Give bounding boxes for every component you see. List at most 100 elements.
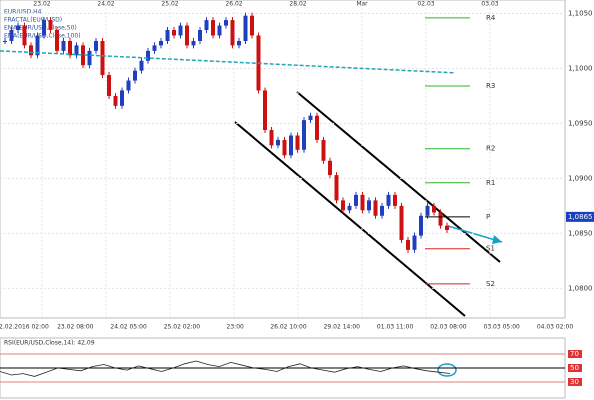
candle [9,29,14,41]
candle [386,194,391,206]
pivot-label: R1 [486,179,495,187]
candle [3,40,7,42]
candle [282,139,287,156]
legend-text: EMA(EUR/USD,Close,50) [4,25,77,32]
x-tick-label: 23.02 08:00 [57,324,94,331]
rsi-tick-box [568,350,582,359]
candle [55,29,59,51]
rsi-tick-label: 70 [570,350,579,358]
candle [445,225,449,231]
rsi-tick-box [568,364,582,372]
y-tick-label: 1,0800 [568,284,593,292]
candle [61,40,66,51]
candle [302,120,306,150]
candle [237,40,241,46]
candle [22,25,27,46]
last-price: 1,0865 [568,213,593,221]
pivot-label: P [486,213,490,221]
top-label: 26.02 [225,1,242,8]
candle [87,50,92,66]
candle [48,20,53,30]
pivot-label: S1 [486,245,495,253]
candle [29,45,33,56]
x-tick-label: 01.03 11:00 [377,324,414,331]
candle [139,60,144,71]
top-label: 25.02 [161,1,178,8]
candle [393,194,397,206]
rsi-tick-box [568,377,582,386]
candle [354,194,358,206]
legend-text: EUR/USD,H4 [4,9,42,16]
candle [185,25,189,46]
candle [334,175,339,201]
rsi-tick-label: 30 [570,378,579,386]
candle [269,130,274,146]
candle [126,80,131,91]
pivot-label: R2 [486,145,495,153]
candle [68,40,72,56]
candle [360,194,365,211]
candle [152,45,157,51]
y-tick-label: 1,0850 [568,229,593,237]
x-tick-label: 02.03 08:00 [430,324,467,331]
candle [263,90,267,131]
rsi-tick-label: 50 [570,364,579,372]
rsi-title: RSI(EUR/USD,Close,14): 42,09 [4,340,95,347]
top-label: 02.03 [417,1,434,8]
candle [94,40,98,51]
y-tick-label: 1,1000 [568,64,593,72]
candle [198,29,202,41]
x-tick-label: 26.02 10:00 [270,324,307,331]
candle [42,20,46,36]
candle [113,95,118,106]
candle [204,20,209,30]
candle [295,135,300,150]
x-tick-label: 03.03 05:00 [484,324,521,331]
x-tick-label: 24.02 05:00 [110,324,147,331]
candle [100,40,105,76]
y-tick-label: 1,0950 [568,119,593,127]
price-panel [0,0,566,319]
candle [308,115,313,121]
candle [347,205,352,211]
candle [224,20,228,26]
legend-text: FRACTAL(EUR/USD) [4,17,62,24]
forecast-arrow [447,225,503,243]
ema-line [0,50,456,74]
pivot-label: R4 [486,14,496,22]
candle [250,15,254,36]
x-tick-label: 04.03 02:00 [537,324,574,331]
rsi-highlight [437,363,457,377]
candle [289,135,293,156]
candle [438,212,443,226]
candle [328,160,332,176]
top-label: 03.03 [481,1,498,8]
candle [399,205,404,240]
candle [146,50,150,61]
candle [211,20,215,36]
pivot-label: R3 [486,82,495,90]
candle [412,235,417,250]
candle [315,115,319,140]
x-tick-label: 25.02 02:00 [164,324,201,331]
rsi-line [0,360,451,377]
top-label: 23.02 [33,1,50,8]
candle [120,90,124,106]
candle [191,40,196,46]
candle [276,139,280,146]
candle [16,25,20,30]
candle [367,200,371,211]
candle [432,205,436,213]
candle [107,75,111,96]
top-label: 28.02 [289,1,306,8]
candle [217,25,222,36]
top-label: 24.02 [97,1,114,8]
candle [159,40,163,46]
candle [406,239,410,250]
last-price-box [566,211,594,222]
candle [243,15,248,41]
candle [373,200,378,216]
pivot-label: S2 [486,280,495,288]
candle [425,205,430,216]
